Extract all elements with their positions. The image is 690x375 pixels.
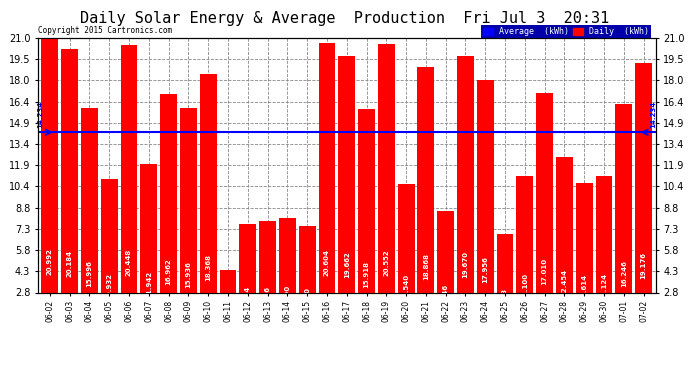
Text: 6.968: 6.968 <box>502 288 508 310</box>
Bar <box>81 108 98 332</box>
Bar <box>417 68 434 332</box>
Bar <box>140 164 157 332</box>
Text: 17.956: 17.956 <box>482 256 489 282</box>
Text: Copyright 2015 Cartronics.com: Copyright 2015 Cartronics.com <box>38 26 172 35</box>
Bar <box>635 63 652 332</box>
Text: 19.176: 19.176 <box>640 252 647 279</box>
Bar <box>536 93 553 332</box>
Bar <box>576 183 593 332</box>
Bar <box>101 178 117 332</box>
Text: Daily Solar Energy & Average  Production  Fri Jul 3  20:31: Daily Solar Energy & Average Production … <box>80 11 610 26</box>
Text: 18.368: 18.368 <box>205 255 211 282</box>
Text: 16.246: 16.246 <box>621 260 627 287</box>
Bar <box>200 74 217 332</box>
Text: 15.996: 15.996 <box>86 261 92 288</box>
Text: 10.932: 10.932 <box>106 273 112 300</box>
Bar <box>516 176 533 332</box>
Bar <box>219 270 237 332</box>
Bar <box>121 45 137 332</box>
Text: 10.540: 10.540 <box>403 274 409 301</box>
Text: 8.646: 8.646 <box>443 284 448 306</box>
Text: 8.090: 8.090 <box>284 285 290 308</box>
Bar <box>615 104 632 332</box>
Bar <box>61 49 78 332</box>
Text: 7.724: 7.724 <box>245 286 250 308</box>
Bar <box>239 224 256 332</box>
Bar <box>556 157 573 332</box>
Text: 11.100: 11.100 <box>522 273 528 300</box>
Bar <box>457 56 474 332</box>
Bar <box>338 56 355 332</box>
Text: 11.942: 11.942 <box>146 271 152 298</box>
Text: 20.992: 20.992 <box>47 248 53 275</box>
Text: 14.234: 14.234 <box>651 101 656 128</box>
Bar <box>259 220 276 332</box>
Text: 16.962: 16.962 <box>166 258 172 285</box>
Bar <box>299 226 315 332</box>
Bar <box>497 234 513 332</box>
Bar <box>160 94 177 332</box>
Legend: Average  (kWh), Daily  (kWh): Average (kWh), Daily (kWh) <box>480 25 651 38</box>
Text: 4.420: 4.420 <box>225 294 231 316</box>
Text: 15.936: 15.936 <box>186 261 191 288</box>
Bar <box>595 176 613 332</box>
Bar <box>437 211 454 332</box>
Text: 14.234: 14.234 <box>37 101 43 128</box>
Bar <box>477 80 493 332</box>
Text: 20.448: 20.448 <box>126 249 132 276</box>
Text: 20.552: 20.552 <box>384 249 389 276</box>
Bar <box>279 218 296 332</box>
Text: 12.454: 12.454 <box>562 269 567 296</box>
Text: 7.926: 7.926 <box>264 286 270 308</box>
Text: 18.868: 18.868 <box>423 253 429 280</box>
Bar <box>319 43 335 332</box>
Bar <box>397 184 415 332</box>
Bar <box>180 108 197 332</box>
Text: 19.662: 19.662 <box>344 252 350 278</box>
Bar <box>358 109 375 332</box>
Text: 19.670: 19.670 <box>462 251 469 278</box>
Text: 20.184: 20.184 <box>67 250 72 277</box>
Text: 7.520: 7.520 <box>304 287 310 309</box>
Text: 11.124: 11.124 <box>601 273 607 300</box>
Bar <box>378 44 395 332</box>
Bar <box>41 38 58 332</box>
Text: 20.604: 20.604 <box>324 249 330 276</box>
Text: 17.010: 17.010 <box>542 258 548 285</box>
Text: 15.918: 15.918 <box>364 261 370 288</box>
Text: 10.614: 10.614 <box>581 274 587 301</box>
